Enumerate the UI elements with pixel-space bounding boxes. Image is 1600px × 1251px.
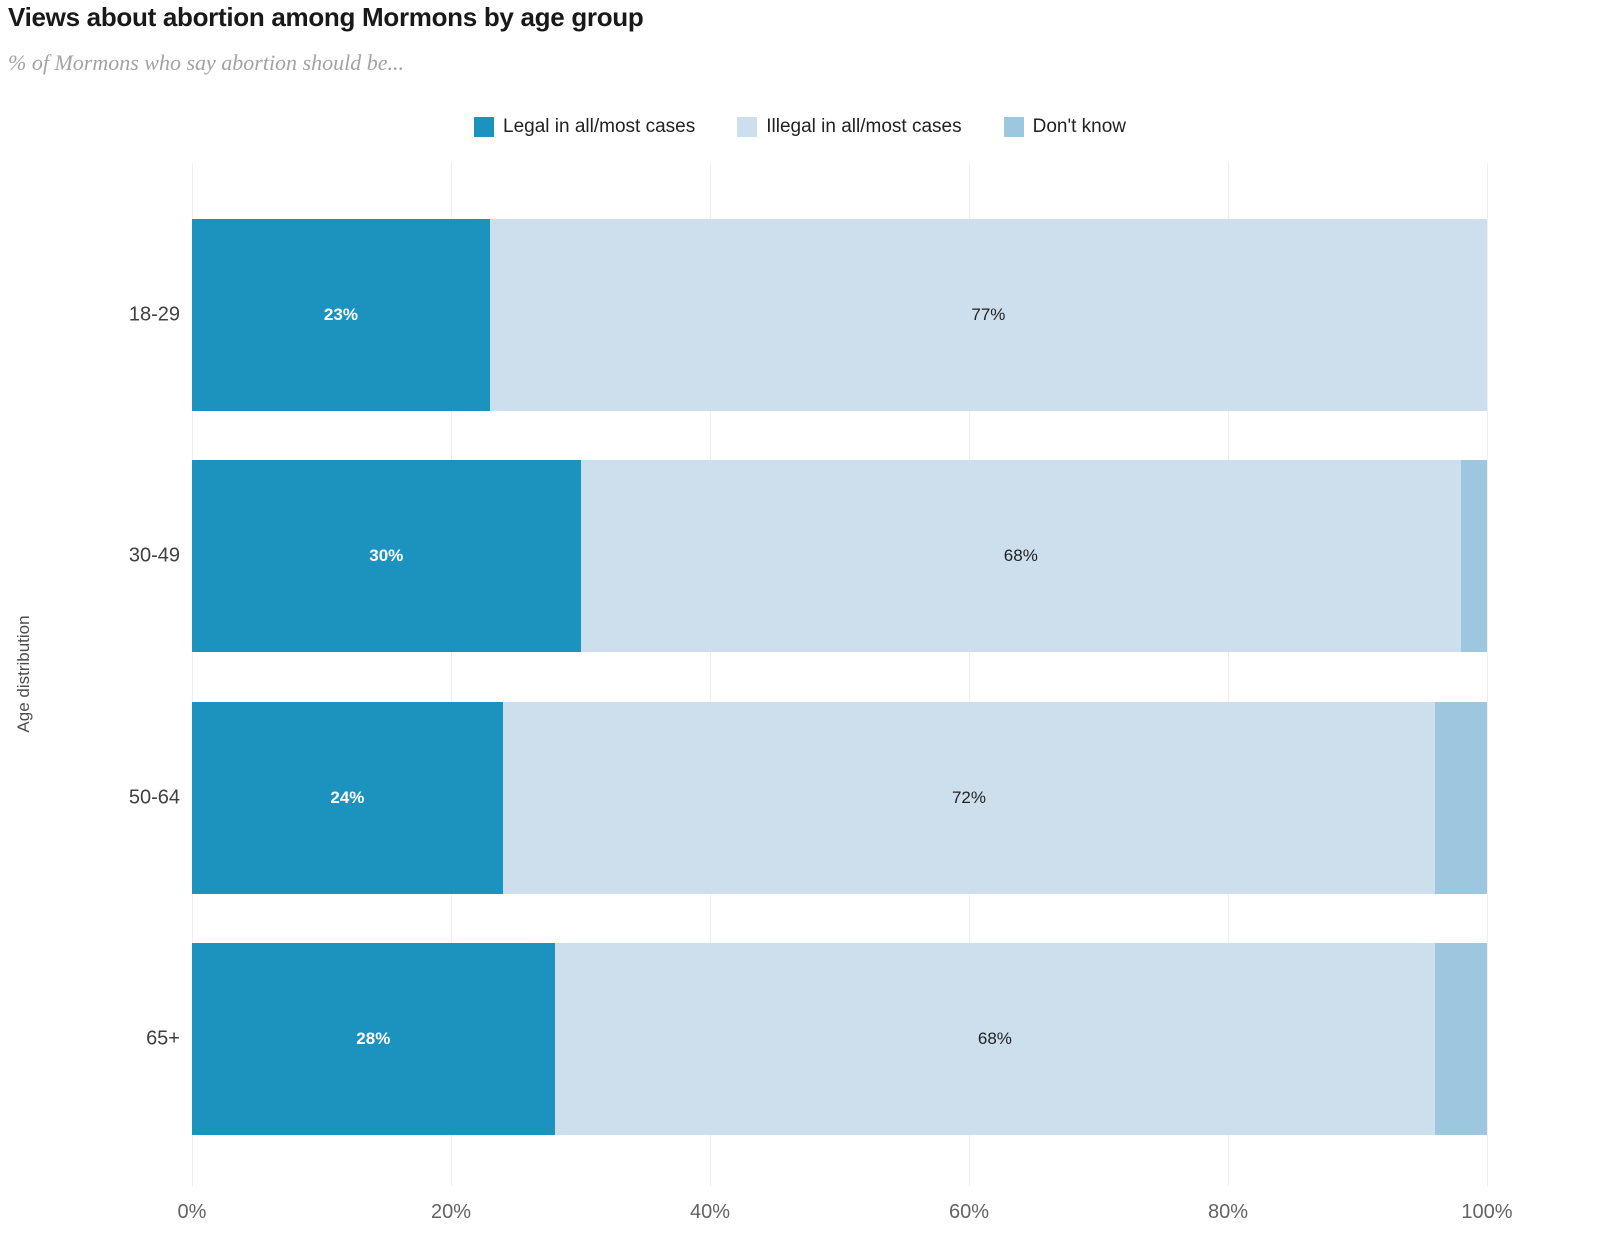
bar-value-label: 68% <box>1003 546 1038 566</box>
bar-segment: 28% <box>192 942 555 1135</box>
plot-area: 23% 77% 30% 68% 24% 72% 28% 68% <box>192 163 1488 1186</box>
legend-label-illegal: Illegal in all/most cases <box>766 116 962 137</box>
y-axis-title: Age distribution <box>14 615 33 733</box>
gridline <box>710 163 711 1186</box>
bar-value-label: 72% <box>951 787 986 807</box>
bar-value-label: 28% <box>356 1028 391 1048</box>
legend-label-legal: Legal in all/most cases <box>503 116 696 137</box>
bar-segment: 68% <box>580 460 1462 653</box>
legend: Legal in all/most cases Illegal in all/m… <box>0 116 1600 138</box>
y-axis-category-label: 18-29 <box>128 303 180 326</box>
gridline <box>451 163 452 1186</box>
bar-row-50-64: 24% 72% <box>192 701 1487 894</box>
legend-swatch-legal-icon <box>474 117 494 137</box>
x-axis-tick-label: 20% <box>430 1201 472 1223</box>
y-axis-category-label: 50-64 <box>128 786 180 809</box>
bar-segment <box>1435 701 1487 894</box>
gridline <box>969 163 970 1186</box>
bar-row-65+: 28% 68% <box>192 942 1487 1135</box>
x-axis-tick-label: 80% <box>1207 1201 1249 1223</box>
bar-value-label: 23% <box>323 305 358 324</box>
bar-value-label: 30% <box>369 546 404 566</box>
legend-label-dont-know: Don't know <box>1032 116 1126 137</box>
bar-segment: 30% <box>192 460 581 653</box>
bar-row-18-29: 23% 77% <box>192 219 1487 411</box>
bar-segment: 23% <box>192 219 490 411</box>
gridline <box>192 163 193 1186</box>
legend-item-dont-know: Don't know <box>1003 116 1126 138</box>
legend-item-illegal: Illegal in all/most cases <box>737 116 962 138</box>
bar-segment: 72% <box>502 701 1436 894</box>
x-axis-tick-label: 0% <box>177 1201 207 1223</box>
bar-segment: 77% <box>489 219 1487 411</box>
bar-value-label: 77% <box>971 305 1006 324</box>
x-axis-tick-label: 40% <box>689 1201 731 1223</box>
x-axis-tick-label: 100% <box>1461 1201 1513 1223</box>
gridline <box>1487 163 1488 1186</box>
legend-swatch-dont-know-icon <box>1003 117 1024 137</box>
x-axis-tick-label: 60% <box>948 1201 990 1223</box>
bar-row-30-49: 30% 68% <box>192 460 1487 653</box>
gridline <box>1228 163 1229 1186</box>
chart-subtitle: % of Mormons who say abortion should be.… <box>8 50 404 75</box>
legend-swatch-illegal-icon <box>737 117 758 137</box>
y-axis-category-label: 30-49 <box>128 544 180 567</box>
bar-value-label: 68% <box>977 1028 1012 1048</box>
chart-title: Views about abortion among Mormons by ag… <box>8 2 644 32</box>
bar-segment: 68% <box>554 942 1436 1135</box>
bar-segment <box>1461 460 1487 653</box>
bar-segment <box>1435 942 1487 1135</box>
bar-value-label: 24% <box>330 787 365 807</box>
y-axis-category-label: 65+ <box>146 1027 180 1050</box>
bar-segment: 24% <box>192 701 503 894</box>
legend-item-legal: Legal in all/most cases <box>474 116 695 138</box>
